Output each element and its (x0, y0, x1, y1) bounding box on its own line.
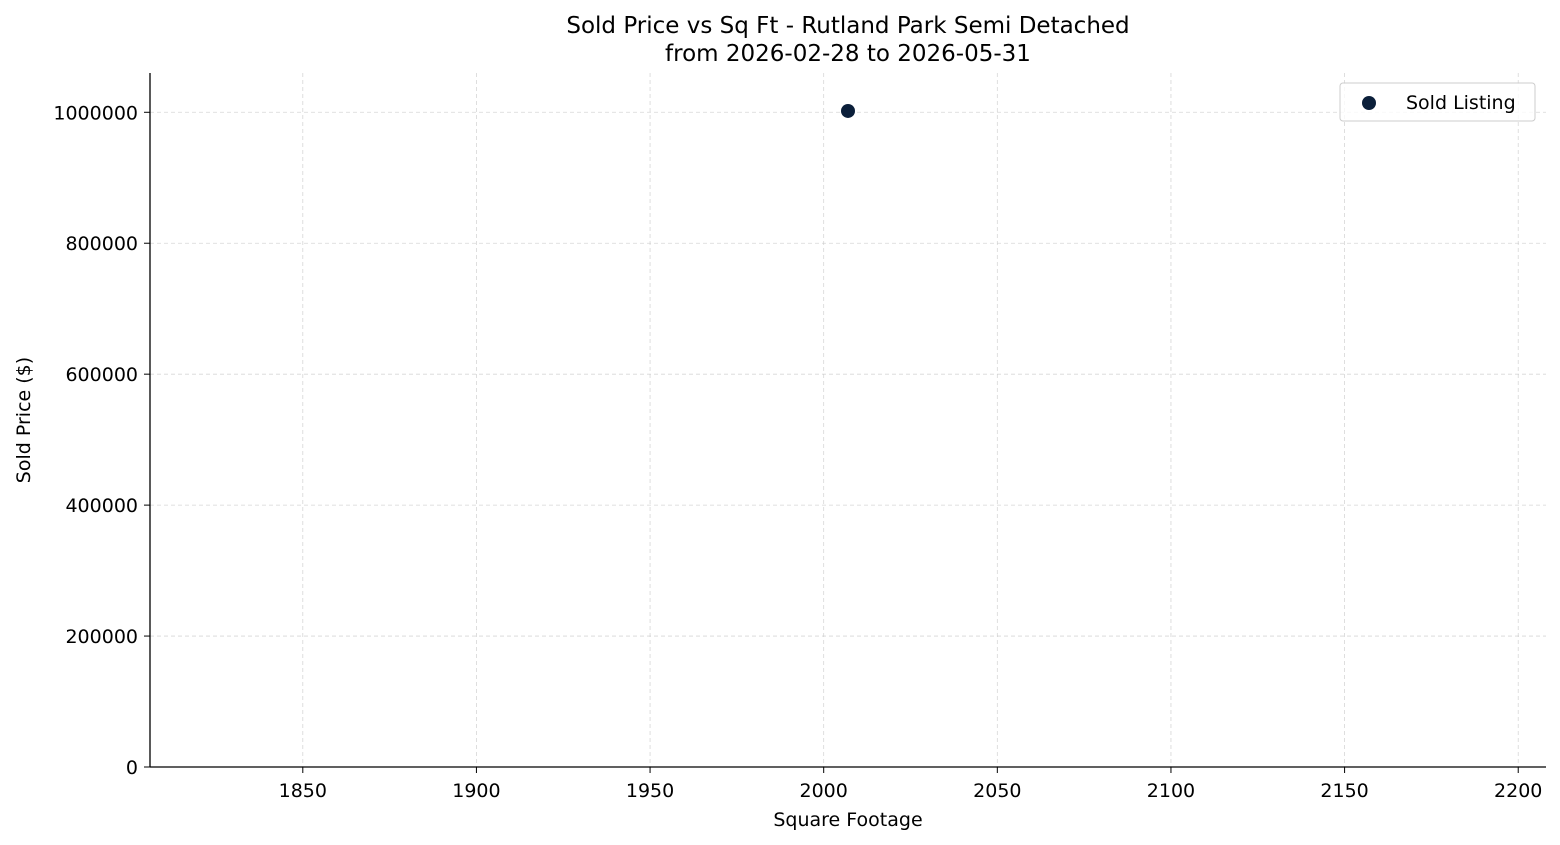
data-points (841, 103, 855, 118)
y-ticks: 0 200000 400000 600000 800000 1000000 (53, 102, 150, 779)
x-tick-label: 2050 (973, 780, 1021, 802)
x-tick-label: 1950 (626, 780, 674, 802)
x-tick-label: 1900 (452, 780, 500, 802)
y-tick-label: 600000 (65, 364, 138, 386)
x-ticks: 1850 1900 1950 2000 2050 2100 2150 2200 (279, 767, 1542, 802)
y-axis-label: Sold Price ($) (13, 357, 35, 483)
y-tick-label: 800000 (65, 233, 138, 255)
scatter-point (841, 103, 855, 118)
axes (149, 73, 1546, 768)
y-tick-label: 1000000 (53, 102, 138, 124)
legend-marker-sold-listing (1362, 96, 1376, 110)
grid (150, 73, 1546, 768)
legend: Sold Listing (1339, 82, 1536, 122)
legend-label-sold-listing: Sold Listing (1406, 92, 1516, 114)
chart-subtitle: from 2026-02-28 to 2026-05-31 (665, 41, 1031, 67)
x-tick-label: 2100 (1147, 780, 1195, 802)
x-tick-label: 2150 (1320, 780, 1368, 802)
chart-title: Sold Price vs Sq Ft - Rutland Park Semi … (566, 13, 1129, 39)
y-tick-label: 400000 (65, 495, 138, 517)
y-tick-label: 0 (126, 757, 138, 779)
y-tick-label: 200000 (65, 626, 138, 648)
x-axis-label: Square Footage (773, 809, 922, 831)
x-tick-label: 2000 (800, 780, 848, 802)
legend-box (1339, 82, 1536, 122)
x-tick-label: 2200 (1494, 780, 1542, 802)
x-tick-label: 1850 (279, 780, 327, 802)
